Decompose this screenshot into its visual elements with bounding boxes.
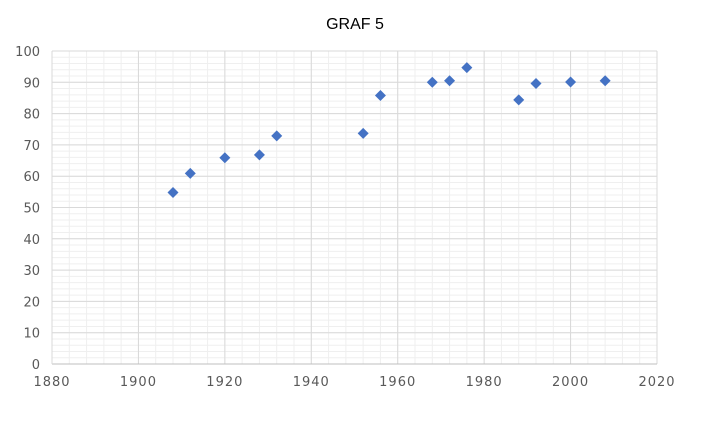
data-point xyxy=(357,127,369,139)
data-point xyxy=(426,76,438,88)
data-point xyxy=(271,130,283,142)
data-point xyxy=(374,89,386,101)
x-tick-label: 2020 xyxy=(638,375,675,390)
y-tick-label: 20 xyxy=(23,295,40,310)
data-point xyxy=(599,75,611,87)
data-point xyxy=(219,152,231,164)
x-tick-label: 1960 xyxy=(379,375,416,390)
y-tick-label: 30 xyxy=(23,264,40,279)
x-tick-label: 1980 xyxy=(466,375,503,390)
x-tick-label: 1940 xyxy=(293,375,330,390)
chart-title: GRAF 5 xyxy=(326,16,384,33)
data-point xyxy=(184,167,196,179)
data-point xyxy=(565,76,577,88)
y-tick-label: 70 xyxy=(23,139,40,154)
y-tick-label: 50 xyxy=(23,202,40,217)
y-tick-label: 60 xyxy=(23,170,40,185)
y-tick-label: 90 xyxy=(23,76,40,91)
data-point xyxy=(444,75,456,87)
y-tick-label: 10 xyxy=(23,327,40,342)
x-tick-label: 1920 xyxy=(206,375,243,390)
x-tick-label: 2000 xyxy=(552,375,589,390)
x-tick-label: 1900 xyxy=(120,375,157,390)
data-point xyxy=(167,186,179,198)
data-point xyxy=(461,62,473,74)
y-tick-label: 0 xyxy=(32,358,40,373)
y-tick-label: 80 xyxy=(23,108,40,123)
data-point xyxy=(253,149,265,161)
x-tick-label: 1880 xyxy=(33,375,70,390)
y-tick-label: 100 xyxy=(15,45,40,60)
data-point xyxy=(513,94,525,106)
y-tick-label: 40 xyxy=(23,233,40,248)
data-point xyxy=(530,78,542,90)
